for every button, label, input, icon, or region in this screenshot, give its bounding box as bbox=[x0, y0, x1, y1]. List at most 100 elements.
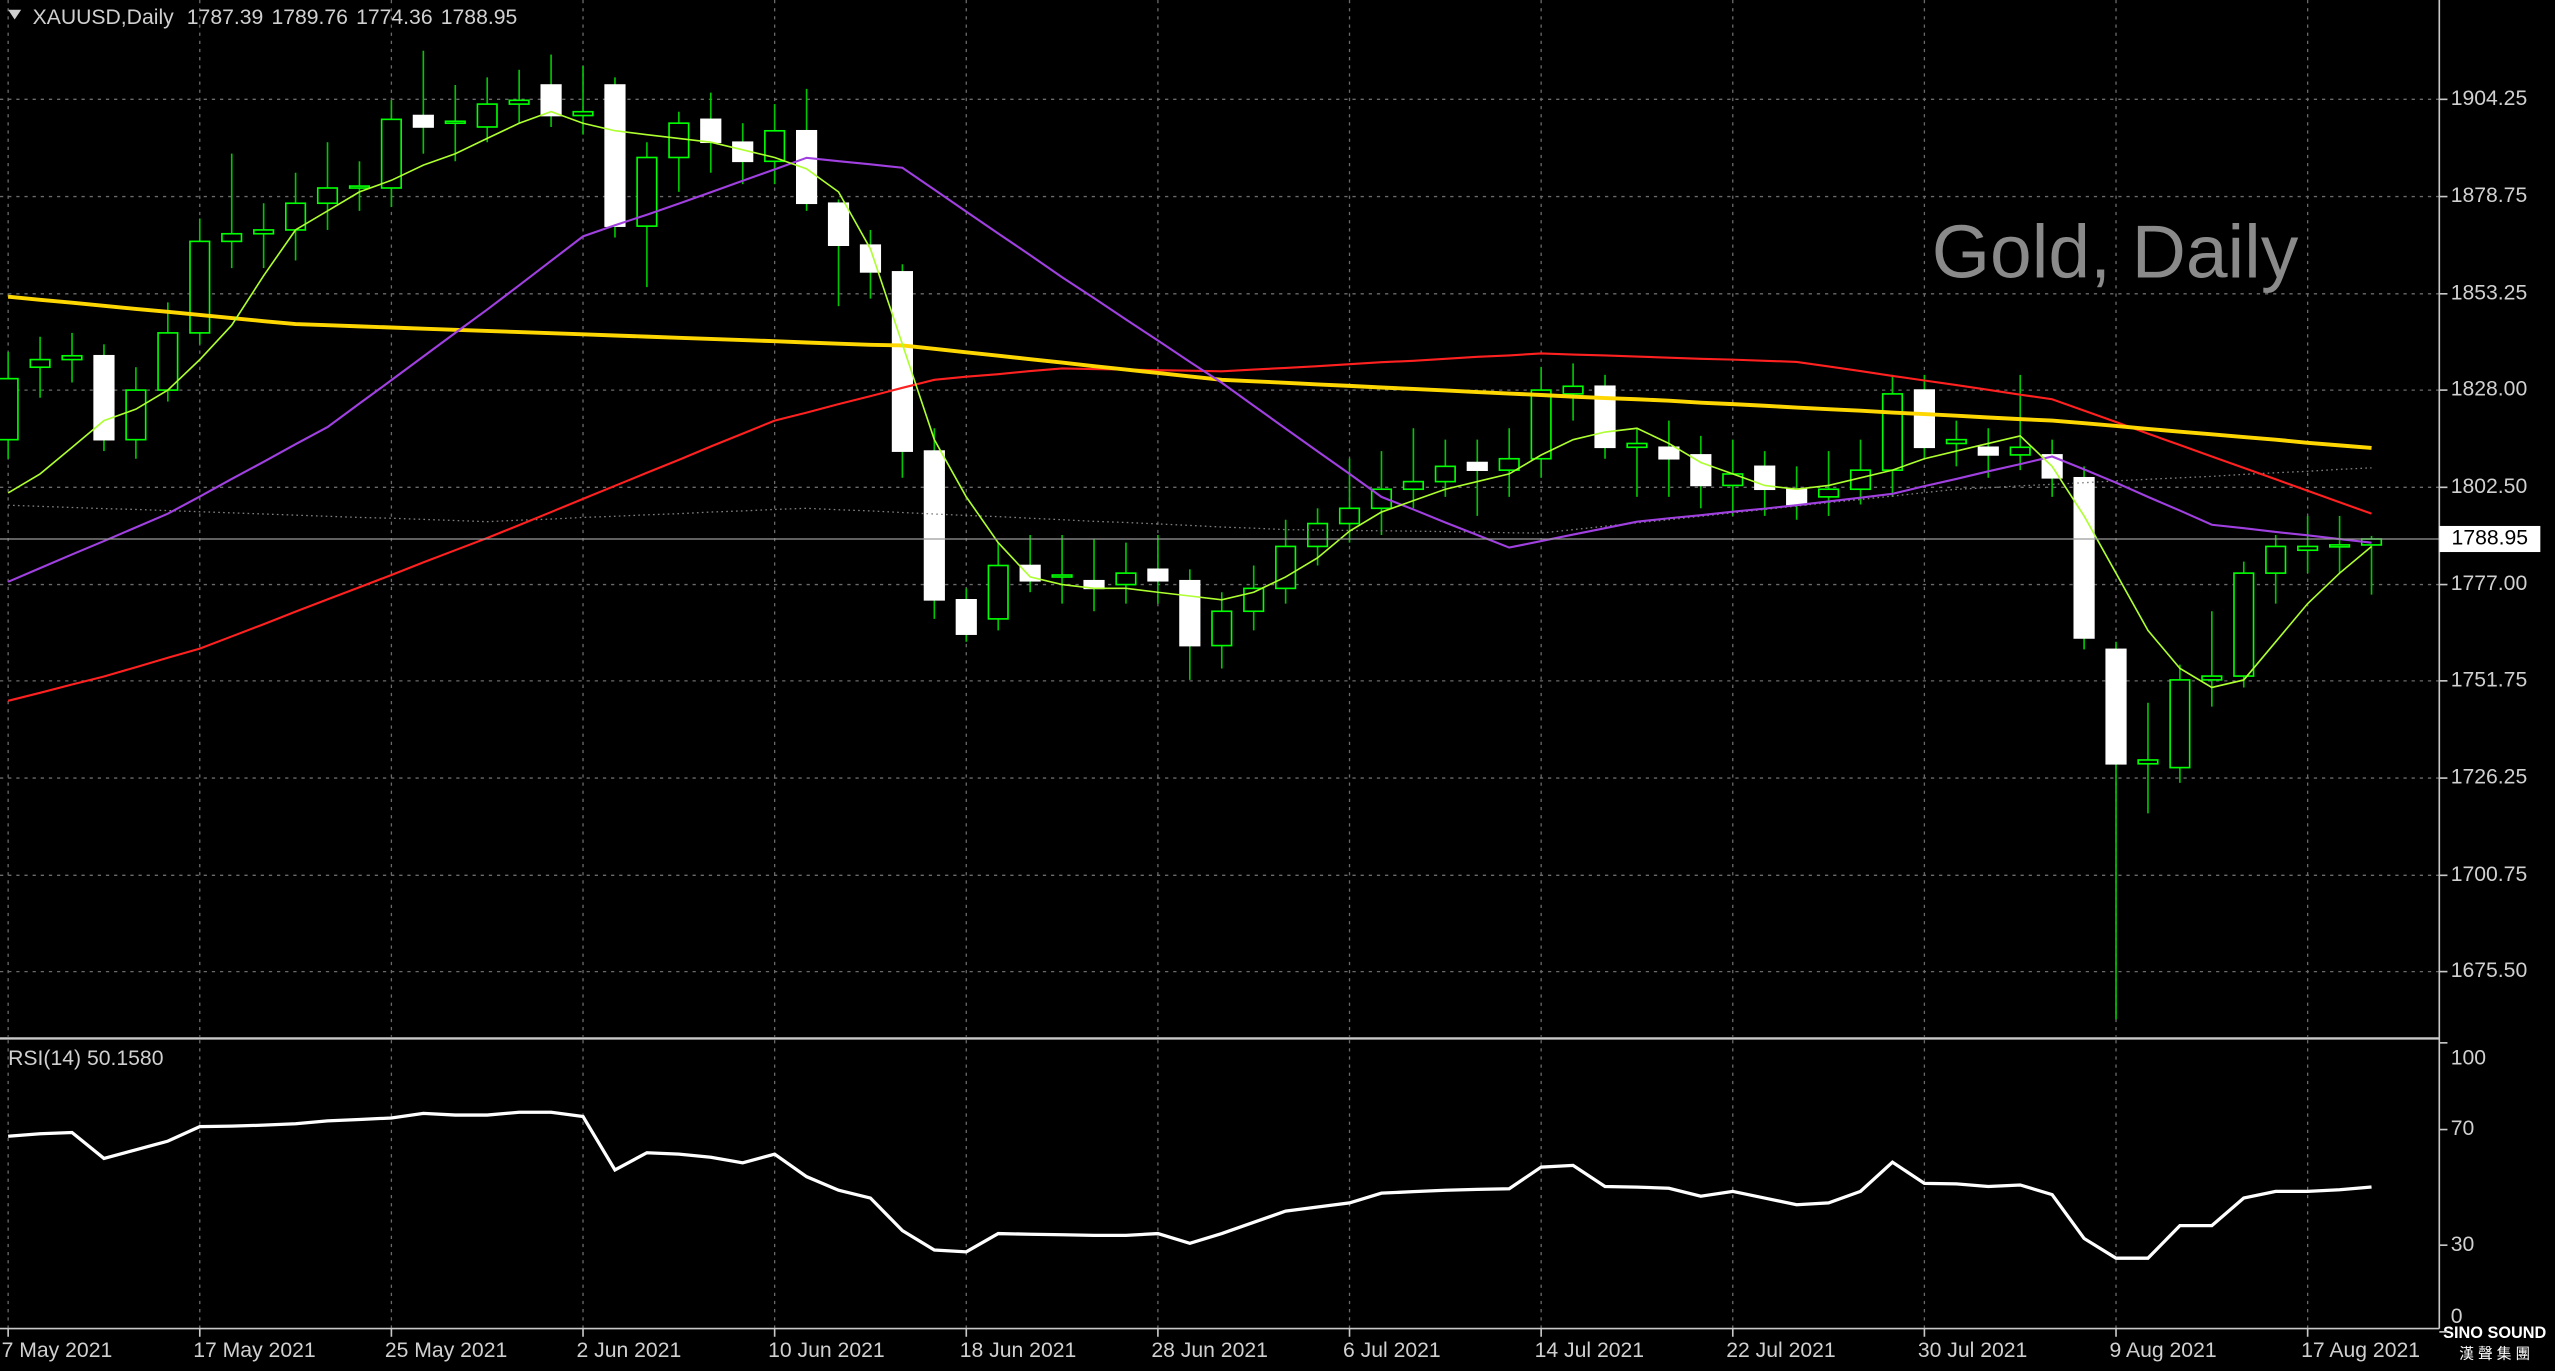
last-open: 1787.39 bbox=[187, 6, 264, 29]
candle-body bbox=[1881, 393, 1904, 471]
candle-body bbox=[1338, 507, 1361, 525]
candle-body bbox=[1306, 522, 1329, 548]
moving-average-line bbox=[7, 110, 2373, 689]
x-tick-label: 9 Aug 2021 bbox=[2110, 1339, 2217, 1362]
candle-body bbox=[572, 110, 594, 117]
y-tick-label: 1751.75 bbox=[2451, 668, 2528, 691]
candle-body bbox=[1211, 610, 1233, 647]
candle-body bbox=[157, 332, 179, 391]
marks bbox=[0, 50, 2440, 1260]
y-tick-label: 1700.75 bbox=[2451, 863, 2528, 886]
x-tick-label: 30 Jul 2021 bbox=[1918, 1339, 2027, 1362]
candle-body bbox=[764, 129, 786, 163]
last-high: 1789.76 bbox=[271, 6, 348, 29]
candle-body bbox=[795, 129, 818, 205]
candle-body bbox=[2233, 572, 2255, 677]
y-tick-label: 1828.00 bbox=[2451, 378, 2528, 401]
candle-body bbox=[2297, 545, 2319, 552]
candle-body bbox=[1434, 465, 1456, 483]
y-tick-label: 0 bbox=[2451, 1305, 2463, 1328]
candle-body bbox=[1179, 579, 1201, 647]
x-tick-label: 6 Jul 2021 bbox=[1343, 1339, 1441, 1362]
candle-body bbox=[61, 354, 83, 361]
last-close: 1788.95 bbox=[441, 6, 518, 29]
moving-average-line bbox=[7, 156, 2372, 583]
candle-body bbox=[1530, 389, 1552, 460]
candle-body bbox=[0, 377, 19, 441]
collapse-arrow bbox=[8, 9, 22, 20]
candle-body bbox=[700, 118, 722, 144]
last-price-label: 1788.95 bbox=[2452, 527, 2529, 550]
candle-body bbox=[636, 156, 658, 227]
x-tick-label: 10 Jun 2021 bbox=[768, 1339, 885, 1362]
rsi-title: RSI(14) 50.1580 bbox=[8, 1047, 163, 1070]
candle-body bbox=[827, 202, 850, 247]
candle-body bbox=[1562, 385, 1584, 395]
y-tick-label: 1802.50 bbox=[2451, 475, 2528, 498]
candle-body bbox=[1913, 389, 1935, 449]
candle-body bbox=[540, 84, 562, 117]
candle-body bbox=[1498, 457, 1520, 471]
candle-body bbox=[1594, 385, 1616, 449]
rsi-line bbox=[8, 1110, 2372, 1260]
watermark: Gold, Daily bbox=[1932, 209, 2299, 293]
candle-body bbox=[316, 187, 339, 205]
candle-body bbox=[380, 118, 402, 189]
candle-body bbox=[1402, 480, 1424, 491]
candle-body bbox=[2201, 675, 2223, 681]
symbol: XAUUSD,Daily bbox=[33, 6, 175, 29]
candle-body bbox=[1466, 461, 1488, 471]
candle-body bbox=[2073, 476, 2095, 639]
y-tick-label: 100 bbox=[2451, 1047, 2486, 1070]
candle-body bbox=[29, 358, 51, 369]
candle-body bbox=[2328, 544, 2351, 548]
candle-body bbox=[1051, 574, 1073, 578]
x-tick-label: 7 May 2021 bbox=[2, 1339, 113, 1362]
x-tick-label: 22 Jul 2021 bbox=[1726, 1339, 1835, 1362]
candle-body bbox=[221, 232, 243, 243]
y-tick-label: 1853.25 bbox=[2451, 281, 2528, 304]
y-tick-label: 1777.00 bbox=[2451, 572, 2528, 595]
candle-body bbox=[1147, 568, 1169, 582]
x-tick-label: 14 Jul 2021 bbox=[1535, 1339, 1644, 1362]
y-tick-label: 1878.75 bbox=[2451, 184, 2528, 207]
candle-body bbox=[1275, 545, 1297, 590]
chart-header: XAUUSD,Daily 1787.39 1789.76 1774.36 1788.95 bbox=[33, 6, 518, 29]
candle-body bbox=[1115, 572, 1137, 586]
x-tick-label: 28 Jun 2021 bbox=[1151, 1339, 1268, 1362]
candle-body bbox=[1019, 564, 1041, 582]
y-tick-label: 1726.25 bbox=[2451, 766, 2528, 789]
candle-body bbox=[125, 389, 147, 441]
candle-body bbox=[253, 229, 275, 235]
candle-body bbox=[2137, 759, 2159, 765]
logo-subtitle: 漢 聲 集 團 bbox=[2459, 1346, 2530, 1363]
y-tick-label: 1675.50 bbox=[2451, 959, 2528, 982]
candle-body bbox=[1817, 488, 1840, 498]
candle-body bbox=[2009, 446, 2031, 456]
y-tick-label: 30 bbox=[2451, 1233, 2475, 1256]
x-tick-label: 18 Jun 2021 bbox=[960, 1339, 1077, 1362]
candle-body bbox=[955, 599, 977, 635]
candle-body bbox=[668, 122, 690, 159]
candle-body bbox=[1977, 446, 1999, 456]
candle-body bbox=[1690, 454, 1712, 487]
x-tick-label: 25 May 2021 bbox=[385, 1339, 507, 1362]
logo-name: SINO SOUND bbox=[2443, 1324, 2546, 1342]
candle-body bbox=[508, 99, 530, 105]
x-tick-label: 17 May 2021 bbox=[193, 1339, 315, 1362]
candle-body bbox=[891, 271, 913, 452]
candle-body bbox=[923, 450, 945, 601]
last-low: 1774.36 bbox=[356, 6, 433, 29]
candle-body bbox=[987, 564, 1009, 620]
candle-body bbox=[1658, 446, 1680, 460]
x-tick-label: 17 Aug 2021 bbox=[2301, 1339, 2420, 1362]
last-price-box bbox=[2439, 525, 2541, 553]
candle-body bbox=[1626, 442, 1648, 449]
candle-body bbox=[1786, 488, 1808, 506]
candle-body bbox=[444, 120, 466, 125]
y-tick-label: 1904.25 bbox=[2451, 87, 2528, 110]
candle-body bbox=[604, 84, 626, 227]
moving-average-line bbox=[7, 352, 2372, 702]
